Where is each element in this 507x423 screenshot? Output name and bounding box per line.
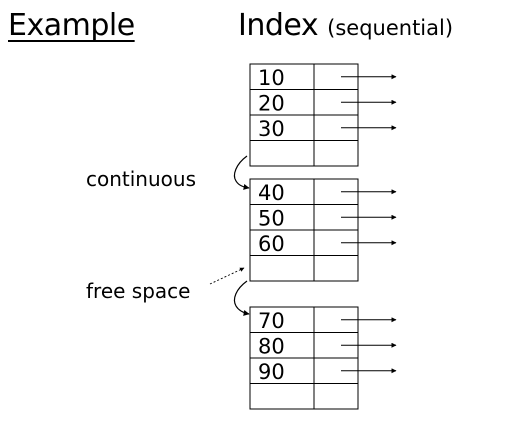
index-heading-subtitle: (sequential) (327, 16, 454, 40)
index-key-20: 20 (258, 91, 285, 115)
index-key-90: 90 (258, 360, 285, 384)
index-key-40: 40 (258, 181, 285, 205)
index-key-50: 50 (258, 206, 285, 230)
free-space-pointer-arrow (209, 267, 245, 285)
example-heading-text: Example (8, 8, 135, 43)
index-heading: Index (sequential) (238, 8, 453, 46)
index-key-10: 10 (258, 66, 285, 90)
continuous-connector-arrow (233, 155, 250, 190)
example-heading: Example (8, 8, 162, 44)
free-space-label: free space (86, 279, 191, 303)
block-connectors (209, 155, 250, 316)
index-key-30: 30 (258, 117, 285, 141)
free-space-connector-arrow (233, 280, 250, 316)
index-key-60: 60 (258, 232, 285, 256)
index-key-70: 70 (258, 309, 285, 333)
index-key-80: 80 (258, 334, 285, 358)
continuous-label: continuous (86, 167, 196, 191)
index-heading-text: Index (238, 8, 319, 43)
